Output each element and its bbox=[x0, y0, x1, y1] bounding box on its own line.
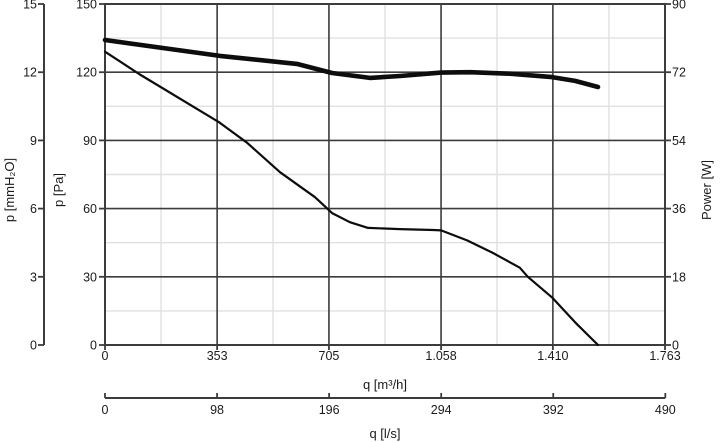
q-ls-axis-title: q [l/s] bbox=[369, 426, 400, 441]
minor-gridlines bbox=[105, 4, 665, 345]
pa-tick-label: 60 bbox=[83, 202, 97, 216]
pa-axis-title: p [Pa] bbox=[51, 173, 66, 207]
q-m3h-axis-title: q [m³/h] bbox=[363, 377, 407, 392]
q-m3h-tick-label: 1.763 bbox=[649, 349, 680, 363]
q-ls-axis: 0 98 196 294 392 490 q [l/s] bbox=[102, 393, 676, 441]
q-ls-tick-label: 392 bbox=[543, 403, 564, 417]
power-curve bbox=[102, 37, 601, 90]
pa-tick-label: 120 bbox=[76, 66, 97, 80]
q-ls-tick-label: 490 bbox=[655, 403, 676, 417]
pa-axis: 0 30 60 90 120 150 p [Pa] bbox=[51, 0, 105, 353]
pa-tick-label: 90 bbox=[83, 134, 97, 148]
mmh2o-tick-label: 3 bbox=[30, 270, 37, 284]
power-axis-title: Power [W] bbox=[699, 160, 714, 220]
q-m3h-tick-label: 0 bbox=[102, 349, 109, 363]
power-tick-label: 18 bbox=[672, 270, 686, 284]
mmh2o-axis-title: p [mmH₂O] bbox=[2, 158, 17, 222]
pa-tick-label: 0 bbox=[90, 339, 97, 353]
mmh2o-axis: 0 3 6 9 12 15 p [mmH₂O] bbox=[2, 0, 45, 353]
power-tick-label: 36 bbox=[672, 202, 686, 216]
plot-border bbox=[104, 3, 666, 346]
q-m3h-tick-label: 705 bbox=[319, 349, 340, 363]
power-tick-label: 0 bbox=[672, 339, 679, 353]
pa-tick-label: 30 bbox=[83, 270, 97, 284]
q-m3h-tick-label: 1.058 bbox=[425, 349, 456, 363]
mmh2o-tick-label: 15 bbox=[23, 0, 37, 12]
q-ls-tick-label: 294 bbox=[431, 403, 452, 417]
pressure-curve bbox=[103, 50, 600, 347]
q-ls-tick-label: 196 bbox=[319, 403, 340, 417]
power-tick-label: 90 bbox=[672, 0, 686, 12]
mmh2o-tick-label: 12 bbox=[23, 66, 37, 80]
q-m3h-axis: 0 353 705 1.058 1.410 1.763 q [m³/h] bbox=[102, 345, 681, 392]
mmh2o-tick-label: 6 bbox=[30, 202, 37, 216]
mmh2o-tick-label: 0 bbox=[30, 339, 37, 353]
pa-tick-label: 150 bbox=[76, 0, 97, 12]
q-m3h-tick-label: 353 bbox=[207, 349, 228, 363]
major-gridlines bbox=[105, 4, 665, 345]
q-ls-tick-label: 98 bbox=[210, 403, 224, 417]
mmh2o-tick-label: 9 bbox=[30, 134, 37, 148]
q-m3h-tick-label: 1.410 bbox=[537, 349, 568, 363]
power-axis: 0 18 36 54 72 90 Power [W] bbox=[665, 0, 714, 353]
power-tick-label: 54 bbox=[672, 134, 686, 148]
q-ls-tick-label: 0 bbox=[102, 403, 109, 417]
power-tick-label: 72 bbox=[672, 66, 686, 80]
